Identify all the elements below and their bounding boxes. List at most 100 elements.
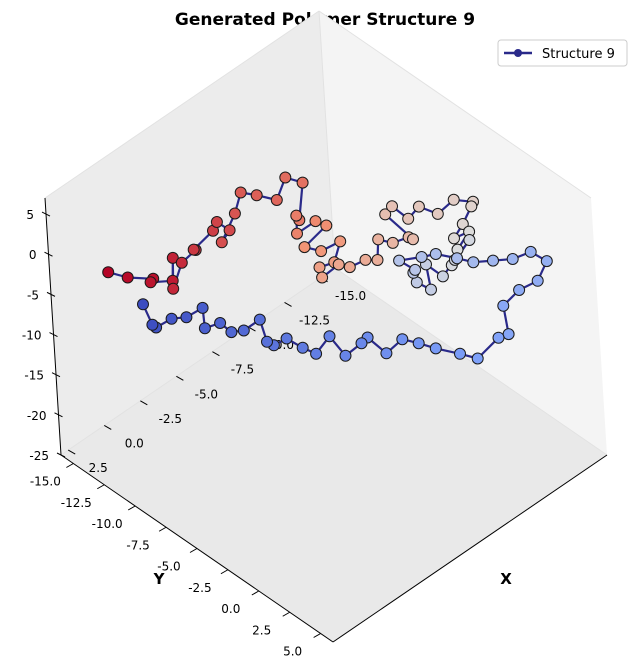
- monomer-point: [471, 352, 484, 365]
- monomer-point: [102, 266, 115, 279]
- monomer-point: [524, 245, 537, 258]
- z-axis-line: [44, 197, 62, 456]
- monomer-point: [339, 349, 352, 362]
- monomer-point: [210, 216, 223, 228]
- x-tick-label: 0.0: [125, 436, 144, 450]
- monomer-point: [431, 207, 444, 220]
- legend: Structure 9: [497, 39, 628, 67]
- monomer-point: [315, 245, 328, 258]
- monomer-point: [429, 342, 442, 355]
- x-tick-label: -12.5: [299, 313, 330, 327]
- y-tick-label: -10.0: [92, 517, 123, 531]
- x-tick-mark: [67, 449, 76, 455]
- monomer-point: [225, 326, 238, 339]
- monomer-point: [309, 215, 322, 228]
- monomer-point: [261, 335, 273, 348]
- legend-label: Structure 9: [542, 47, 615, 62]
- y-tick-label: -12.5: [61, 496, 92, 510]
- monomer-point: [502, 328, 515, 341]
- monomer-point: [296, 341, 309, 354]
- monomer-point: [451, 252, 463, 265]
- monomer-point: [334, 235, 347, 248]
- monomer-point: [214, 317, 227, 329]
- monomer-point: [234, 186, 247, 199]
- y-tick-mark: [251, 590, 260, 596]
- monomer-point: [332, 258, 345, 271]
- monomer-point: [386, 236, 399, 249]
- pane-edge: [318, 10, 592, 199]
- z-tick-label: -15: [24, 369, 44, 383]
- monomer-point: [196, 301, 209, 314]
- monomer-point: [393, 254, 406, 267]
- monomer-point: [372, 233, 385, 246]
- monomer-point: [454, 347, 466, 360]
- y-tick-mark: [66, 463, 74, 468]
- monomer-point: [425, 283, 437, 296]
- monomer-point: [323, 330, 336, 343]
- monomer-point: [409, 263, 422, 276]
- monomer-point: [223, 224, 236, 237]
- monomer-point: [359, 253, 372, 266]
- z-tick-mark: [56, 452, 66, 458]
- y-tick-label: -15.0: [30, 475, 61, 489]
- monomer-point: [492, 331, 505, 344]
- monomer-point: [270, 194, 283, 206]
- pane-edge: [60, 267, 336, 456]
- z-tick-mark: [44, 251, 53, 257]
- z-tick-label: 5: [26, 208, 34, 222]
- y-tick-mark: [220, 569, 229, 575]
- pane-edge: [334, 267, 608, 456]
- monomer-point: [316, 271, 329, 284]
- pane-edges: [44, 10, 608, 456]
- monomer-point: [175, 256, 188, 269]
- polymer-backbone-line: [107, 176, 548, 360]
- monomer-point: [386, 200, 398, 213]
- z-tick-mark: [49, 332, 58, 337]
- monomer-point: [310, 347, 323, 360]
- monomer-point: [215, 236, 228, 249]
- z-axis-ticks: 5 0 -5 -10 -15 -20 -25: [22, 208, 66, 463]
- z-tick-label: 0: [29, 248, 37, 262]
- z-tick-mark: [54, 412, 63, 418]
- y-tick-mark: [189, 548, 198, 553]
- monomer-point: [198, 322, 211, 335]
- monomer-point: [448, 232, 460, 245]
- pane-edge: [44, 10, 320, 199]
- monomer-point: [279, 171, 292, 184]
- x-tick-label: -5.0: [195, 387, 218, 401]
- monomer-point: [146, 318, 159, 331]
- monomer-point: [497, 299, 510, 312]
- monomer-point: [137, 298, 149, 311]
- monomer-point: [371, 254, 384, 266]
- monomer-point: [298, 241, 311, 254]
- polymer-structure: [102, 171, 553, 365]
- monomer-point: [412, 200, 425, 213]
- monomer-point: [290, 209, 303, 222]
- monomer-point: [506, 253, 519, 265]
- monomer-point: [280, 332, 293, 345]
- monomer-point: [531, 274, 544, 287]
- y-tick-label: 5.0: [283, 645, 302, 659]
- monomer-point: [237, 324, 250, 337]
- monomer-point: [187, 243, 200, 256]
- z-tick-mark: [51, 372, 61, 378]
- y-tick-label: -5.0: [157, 560, 180, 574]
- monomer-point: [291, 227, 303, 240]
- monomer-point: [180, 311, 193, 324]
- x-axis-line: [332, 454, 608, 643]
- y-tick-label: -2.5: [188, 581, 211, 595]
- y-tick-mark: [158, 526, 167, 532]
- y-tick-mark: [313, 633, 321, 638]
- pane-edge: [318, 10, 336, 269]
- monomer-point: [296, 176, 309, 189]
- monomer-point: [407, 233, 419, 246]
- y-tick-label: -7.5: [126, 538, 149, 552]
- monomer-point: [343, 261, 356, 274]
- x-tick-label: -7.5: [231, 363, 254, 377]
- x-tick-mark: [104, 425, 112, 430]
- monomer-point: [456, 218, 469, 230]
- monomer-point: [228, 207, 241, 220]
- z-tick-label: -20: [27, 409, 47, 423]
- monomer-point: [429, 248, 442, 260]
- monomer-point: [415, 251, 428, 263]
